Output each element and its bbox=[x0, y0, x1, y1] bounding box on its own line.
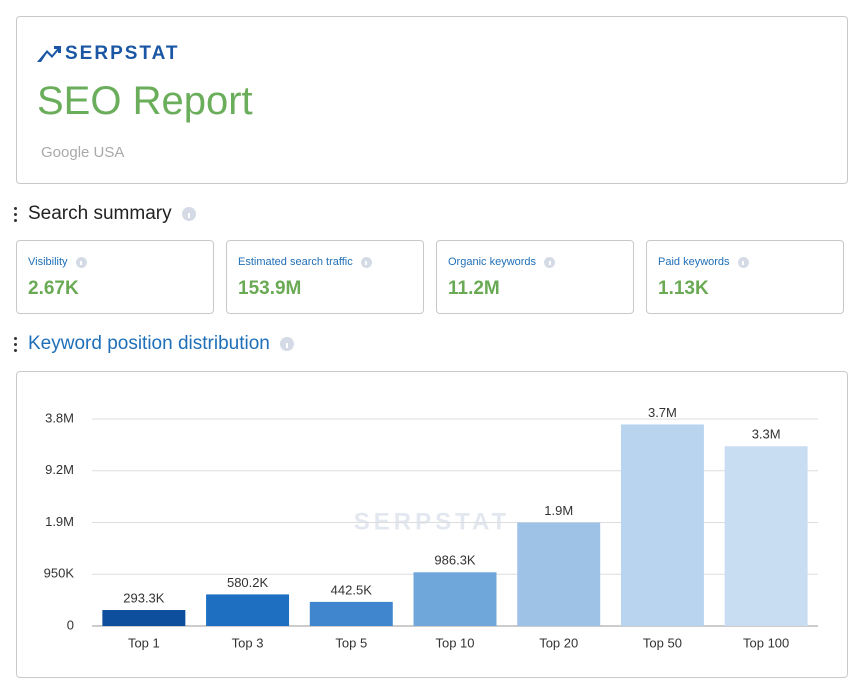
logo: SERPSTAT bbox=[37, 43, 180, 65]
y-tick-label: 1.9M bbox=[45, 514, 74, 529]
report-title: SEO Report bbox=[37, 79, 253, 123]
metric-value: 1.13K bbox=[658, 278, 709, 299]
y-tick-label: 0 bbox=[67, 617, 74, 632]
bar bbox=[620, 424, 704, 626]
value-label: 442.5K bbox=[331, 582, 373, 597]
x-tick-label: Top 5 bbox=[335, 635, 367, 650]
chart-card: SERPSTAT 0 950K 1.9M 9.2M 3.8M Top 1 293.3K Top … bbox=[16, 371, 848, 678]
metric-label: Visibility bbox=[28, 256, 68, 268]
bar bbox=[413, 572, 497, 626]
metric-card: Estimated search traffic 153.9M bbox=[226, 240, 424, 314]
y-tick-label: 950K bbox=[44, 566, 75, 581]
metric-card: Organic keywords 11.2M bbox=[436, 240, 634, 314]
x-tick-label: Top 100 bbox=[743, 635, 789, 650]
metric-value: 11.2M bbox=[448, 278, 500, 299]
logo-icon bbox=[37, 46, 61, 62]
bar bbox=[206, 594, 290, 626]
summary-heading: Search summary bbox=[14, 203, 196, 225]
report-subtitle: Google USA bbox=[41, 144, 125, 161]
metric-value: 2.67K bbox=[28, 278, 79, 299]
x-tick-label: Top 50 bbox=[643, 635, 682, 650]
x-tick-label: Top 3 bbox=[232, 635, 264, 650]
bar bbox=[517, 522, 601, 626]
metric-label: Estimated search traffic bbox=[238, 256, 353, 268]
value-label: 986.3K bbox=[434, 553, 476, 568]
distribution-title: Keyword position distribution bbox=[28, 333, 270, 354]
bar bbox=[102, 610, 186, 626]
summary-title: Search summary bbox=[28, 203, 172, 224]
watermark: SERPSTAT bbox=[354, 508, 510, 535]
metric-value: 153.9M bbox=[238, 278, 302, 299]
distribution-heading: Keyword position distribution bbox=[14, 333, 294, 355]
logo-text: SERPSTAT bbox=[65, 43, 180, 64]
value-label: 293.3K bbox=[123, 590, 165, 605]
x-tick-label: Top 10 bbox=[435, 635, 474, 650]
bar bbox=[724, 446, 808, 626]
header-card: SERPSTAT SEO Report Google USA bbox=[16, 16, 848, 184]
value-label: 580.2K bbox=[227, 575, 269, 590]
metric-label: Organic keywords bbox=[448, 256, 537, 268]
metric-label: Paid keywords bbox=[658, 256, 730, 268]
x-tick-label: Top 1 bbox=[128, 635, 160, 650]
value-label: 3.3M bbox=[752, 427, 781, 442]
y-tick-label: 3.8M bbox=[45, 410, 74, 425]
chart: SERPSTAT 0 950K 1.9M 9.2M 3.8M Top 1 293.3K Top … bbox=[44, 405, 818, 650]
bar bbox=[309, 601, 393, 626]
metric-card: Paid keywords 1.13K bbox=[646, 240, 844, 314]
value-label: 3.7M bbox=[648, 405, 677, 420]
value-label: 1.9M bbox=[544, 503, 573, 518]
metric-card: Visibility 2.67K bbox=[16, 240, 214, 314]
x-tick-label: Top 20 bbox=[539, 635, 578, 650]
y-tick-label: 9.2M bbox=[45, 462, 74, 477]
